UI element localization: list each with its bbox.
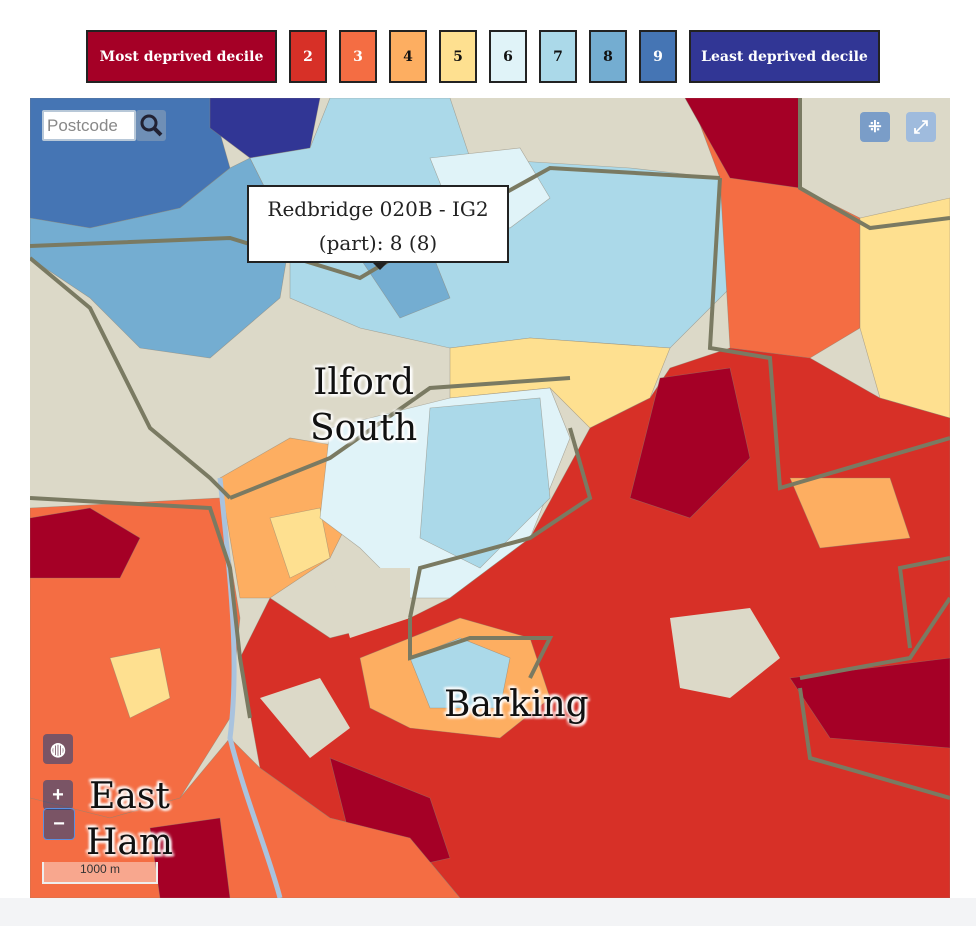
legend-item[interactable]: Least deprived decile xyxy=(689,30,880,83)
area[interactable] xyxy=(789,477,911,549)
area[interactable] xyxy=(30,507,141,579)
area[interactable] xyxy=(684,98,801,189)
tooltip-line: (part): 8 (8) xyxy=(318,231,438,255)
place-label: Barking xyxy=(444,682,589,728)
area[interactable] xyxy=(789,657,950,749)
place-line: Ham xyxy=(86,822,173,863)
legend-item[interactable]: 8 xyxy=(589,30,627,83)
area[interactable] xyxy=(629,367,751,519)
legend-item[interactable]: 2 xyxy=(289,30,327,83)
search-button[interactable] xyxy=(136,110,166,141)
legend-item[interactable]: 3 xyxy=(339,30,377,83)
zoom-out[interactable]: − xyxy=(43,808,75,840)
search-icon xyxy=(140,114,163,137)
background-areas xyxy=(30,348,780,758)
map[interactable]: Postcode ⁜ ⤢ Redbridge 020B - IG2 (part)… xyxy=(30,98,950,898)
map-svg xyxy=(30,98,950,898)
tooltip-line: Redbridge 020B - IG2 xyxy=(267,197,489,221)
area[interactable] xyxy=(30,737,461,898)
postcode-input[interactable]: Postcode xyxy=(42,110,136,141)
area[interactable] xyxy=(109,647,171,719)
zoom-in[interactable]: + xyxy=(43,780,73,810)
legend-item[interactable]: 5 xyxy=(439,30,477,83)
fullscreen-button[interactable]: ⤢ xyxy=(906,112,936,142)
area[interactable] xyxy=(269,507,331,579)
place-line: Ilford xyxy=(313,362,415,403)
area[interactable] xyxy=(30,157,291,359)
legend-item[interactable]: Most deprived decile xyxy=(86,30,277,83)
area[interactable] xyxy=(859,197,950,419)
footer xyxy=(0,898,976,926)
place-label: East Ham xyxy=(86,774,173,866)
legend-item[interactable]: 7 xyxy=(539,30,577,83)
layer-button[interactable]: ◍ xyxy=(43,734,73,764)
place-line: South xyxy=(310,408,418,449)
legend-item[interactable]: 6 xyxy=(489,30,527,83)
tooltip: Redbridge 020B - IG2 (part): 8 (8) xyxy=(247,185,509,270)
area[interactable] xyxy=(409,637,511,709)
legend-item[interactable]: 4 xyxy=(389,30,427,83)
place-line: Barking xyxy=(444,684,589,725)
legend: Most deprived decile 2 3 4 5 6 7 8 9 Lea… xyxy=(86,30,880,83)
place-label: Ilford South xyxy=(310,360,417,452)
area[interactable] xyxy=(419,397,551,569)
cluster-button[interactable]: ⁜ xyxy=(860,112,890,142)
areas xyxy=(30,98,950,898)
scale-bar: 1000 m xyxy=(42,862,158,884)
legend-item[interactable]: 9 xyxy=(639,30,677,83)
place-line: East xyxy=(89,776,170,817)
